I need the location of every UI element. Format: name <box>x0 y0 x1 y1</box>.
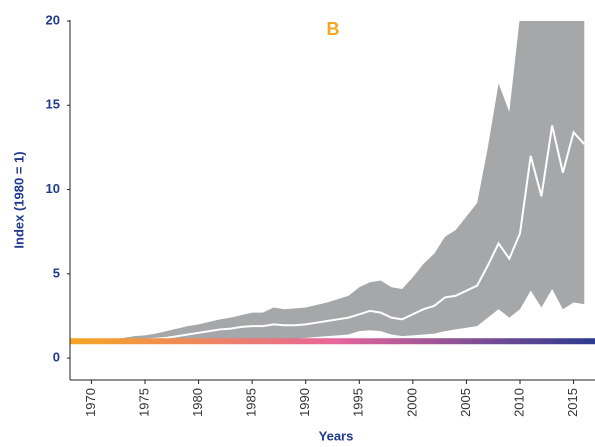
x-tick-label: 1980 <box>190 388 205 417</box>
y-tick-label: 15 <box>46 97 60 112</box>
chart-title: B <box>327 19 340 39</box>
x-tick-label: 2005 <box>458 388 473 417</box>
reference-line <box>70 338 595 345</box>
x-tick-label: 1985 <box>244 388 259 417</box>
x-axis-label: Years <box>319 428 354 443</box>
y-tick-label: 5 <box>53 265 60 280</box>
band <box>70 21 585 344</box>
x-tick-label: 2015 <box>565 388 580 417</box>
plot-area <box>70 21 595 345</box>
x-tick-label: 1990 <box>297 388 312 417</box>
x-tick-label: 1970 <box>83 388 98 417</box>
y-tick-label: 10 <box>46 181 60 196</box>
x-tick-label: 2000 <box>404 388 419 417</box>
x-tick-label: 1975 <box>136 388 151 417</box>
y-tick-label: 20 <box>46 12 60 27</box>
x-tick-label: 1995 <box>351 388 366 417</box>
y-tick-label: 0 <box>53 350 60 365</box>
y-axis-label: Index (1980 = 1) <box>11 151 26 248</box>
x-tick-label: 2010 <box>511 388 526 417</box>
